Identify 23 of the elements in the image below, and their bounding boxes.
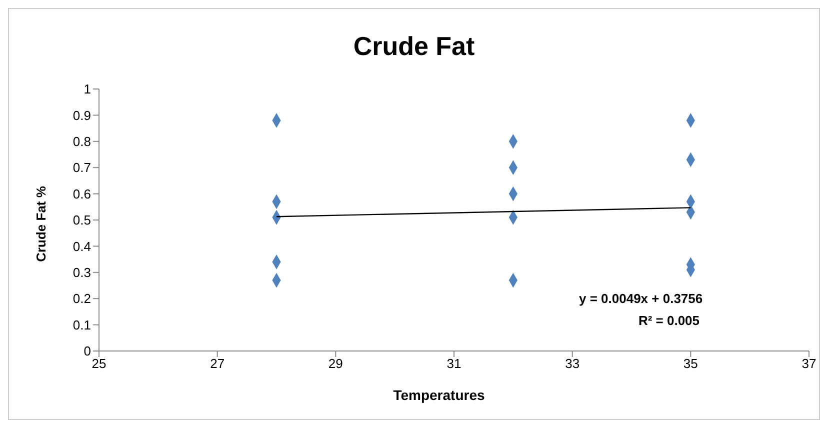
y-tick-label: 0.8 <box>72 134 91 150</box>
y-tick-label: 0.4 <box>72 238 91 254</box>
y-tick-label: 0.9 <box>72 108 91 123</box>
x-tick-label: 35 <box>683 356 698 372</box>
y-tick-label: 0.6 <box>72 186 91 202</box>
annotation: R² = 0.005 <box>637 313 701 328</box>
y-tick-label: 0 <box>84 344 91 359</box>
y-tick-label: 0.7 <box>72 160 91 176</box>
x-tick-label: 25 <box>92 356 106 372</box>
x-tick-label: 31 <box>446 356 462 372</box>
chart-title: Crude Fat <box>352 31 476 62</box>
x-tick-label: 27 <box>210 356 225 372</box>
y-tick-label: 0.1 <box>72 317 91 332</box>
y-axis-title: Crude Fat % <box>34 186 48 262</box>
x-tick-label: 37 <box>802 356 816 372</box>
y-tick-label: 0.5 <box>72 212 91 228</box>
x-tick-label: 29 <box>328 356 343 372</box>
x-tick-label: 33 <box>565 356 580 372</box>
y-tick-label: 0.3 <box>72 265 91 280</box>
y-tick-label: 1 <box>84 82 91 97</box>
y-tick-label: 0.2 <box>72 291 91 306</box>
annotation: y = 0.0049x + 0.3756 <box>579 291 704 306</box>
x-axis-title: Temperatures <box>392 387 486 403</box>
